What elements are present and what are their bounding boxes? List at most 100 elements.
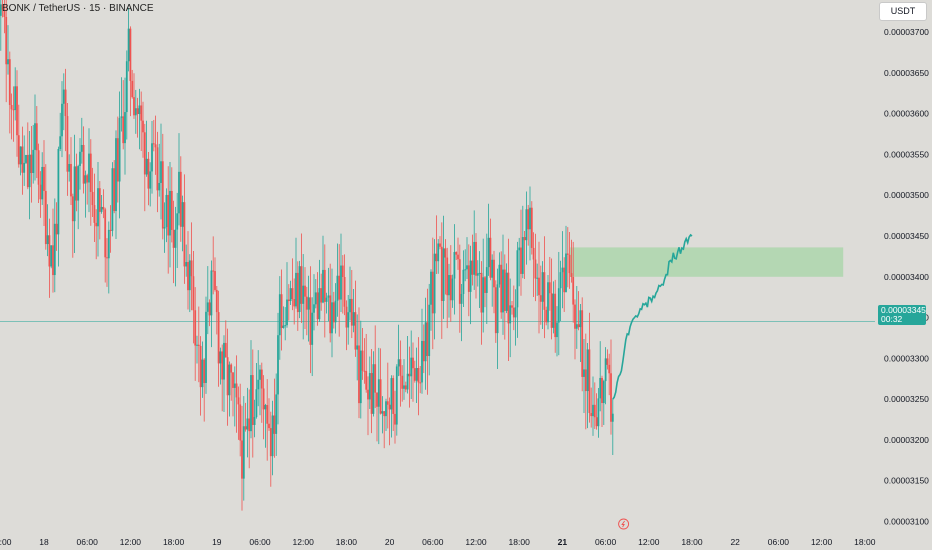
candle-body: [201, 359, 204, 388]
current-price-label: 0.00003345: [881, 305, 926, 315]
candle-body: [289, 288, 292, 302]
candle-body: [548, 282, 551, 294]
candle-body: [34, 123, 36, 150]
candle-body: [181, 202, 184, 227]
candle-body: [152, 143, 155, 145]
candle-body: [397, 359, 400, 367]
candle-body: [430, 271, 432, 305]
candle-body: [496, 284, 499, 334]
candle-body: [284, 325, 287, 327]
candle-body: [406, 373, 409, 390]
candle-body: [559, 272, 562, 289]
candle-body: [140, 105, 143, 121]
candle-body: [575, 324, 578, 329]
candle-body: [10, 104, 13, 110]
x-tick-label: 19: [212, 537, 222, 547]
candle-body: [455, 252, 458, 255]
candle-body: [52, 245, 54, 276]
candle-body: [224, 342, 227, 358]
candle-body: [611, 413, 614, 422]
candle-body: [273, 415, 276, 434]
candle-body: [426, 322, 429, 357]
candle-body: [64, 89, 67, 117]
candle-body: [293, 299, 296, 307]
candle-body: [482, 277, 485, 313]
candle-body: [367, 389, 369, 400]
candle-body: [32, 149, 35, 174]
candle-body: [277, 335, 279, 395]
candle-body: [255, 389, 258, 418]
candle-body: [547, 282, 549, 323]
candle-body: [214, 271, 216, 290]
candle-body: [127, 28, 130, 62]
candle-body: [581, 310, 584, 377]
candle-body: [286, 299, 288, 326]
candle-body: [260, 369, 263, 389]
current-price-tag: 0.00003345 00:32: [878, 305, 926, 325]
candle-body: [120, 116, 123, 119]
x-tick-label: 06:00: [249, 537, 271, 547]
candle-body: [0, 4, 2, 16]
candle-body: [89, 153, 92, 192]
candle-body: [232, 372, 234, 388]
candle-body: [399, 359, 402, 376]
candle-body: [262, 388, 265, 410]
candle-body: [464, 269, 467, 271]
candle-body: [197, 344, 200, 346]
candle-body: [590, 413, 593, 417]
candle-body: [318, 288, 321, 320]
candle-body: [39, 184, 42, 200]
candle-body: [370, 373, 373, 414]
y-tick-label: 0.00003700: [884, 27, 929, 37]
candle-body: [390, 378, 393, 410]
candle-body: [588, 349, 591, 414]
candle-body: [53, 223, 56, 276]
candle-body: [422, 340, 425, 362]
candle-body: [595, 417, 598, 427]
candle-body: [248, 418, 251, 432]
candle-body: [302, 285, 305, 304]
candle-body: [331, 302, 333, 334]
candle-body: [329, 295, 332, 334]
candle-body: [491, 259, 494, 278]
candle-body: [296, 272, 299, 313]
candle-body: [435, 253, 438, 262]
candle-body: [259, 369, 261, 380]
candle-body: [17, 135, 20, 165]
candle-body: [334, 300, 337, 323]
candle-body: [300, 266, 303, 304]
candle-body: [104, 209, 107, 258]
candle-body: [453, 252, 456, 279]
candle-body: [109, 229, 112, 231]
candle-body: [343, 276, 346, 307]
currency-selector-button[interactable]: USDT: [879, 2, 927, 21]
candle-body: [183, 202, 186, 267]
candle-body: [68, 163, 71, 172]
candle-body: [176, 213, 179, 230]
candle-body: [336, 275, 339, 301]
candle-body: [480, 272, 483, 313]
candle-body: [160, 161, 162, 183]
x-tick-label: 18:00: [336, 537, 358, 547]
candle-body: [561, 267, 564, 273]
candle-body: [161, 161, 164, 229]
candle-body: [169, 190, 171, 236]
candle-body: [250, 375, 252, 432]
candle-body: [217, 312, 220, 364]
candle-body: [376, 392, 378, 407]
y-tick-label: 0.00003550: [884, 149, 929, 159]
candle-body: [136, 108, 139, 115]
candle-body: [205, 311, 207, 383]
x-tick-label: 12:00: [811, 537, 833, 547]
candle-body: [8, 59, 11, 105]
candle-body: [43, 166, 45, 191]
candle-body: [113, 168, 116, 212]
candle-body: [26, 155, 29, 188]
candle-body: [354, 312, 357, 350]
x-tick-label: 18:00: [163, 537, 185, 547]
candle-body: [106, 257, 108, 259]
candle-body: [14, 86, 17, 111]
candle-body: [449, 275, 452, 301]
